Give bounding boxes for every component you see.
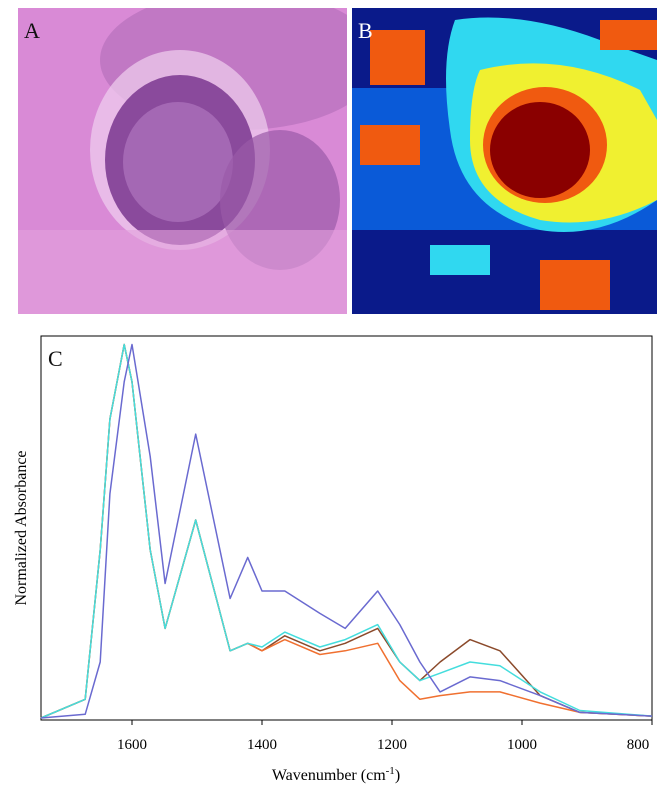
panel-label: C [48, 346, 63, 371]
x-tick-label: 1000 [507, 737, 537, 753]
x-axis-label-text: Wavenumber (cm [272, 767, 386, 784]
plot-frame [40, 335, 653, 721]
x-tick-label: 1400 [247, 737, 277, 753]
y-axis-label: Normalized Absorbance [13, 450, 30, 605]
x-tick-label: 800 [627, 737, 650, 753]
x-tick-label: 1600 [117, 737, 147, 753]
cluster-map [352, 8, 657, 314]
x-axis-label: Wavenumber (cm-1) [272, 765, 400, 784]
spectrum-line [40, 343, 653, 719]
histology-image [18, 8, 347, 314]
x-axis-label-end: ) [395, 767, 400, 784]
panel-label: A [24, 18, 40, 43]
x-axis-label-sup: -1 [386, 765, 395, 777]
panel-label: B [358, 18, 373, 43]
x-tick-label: 1200 [377, 737, 407, 753]
spectrum-line [40, 343, 653, 719]
